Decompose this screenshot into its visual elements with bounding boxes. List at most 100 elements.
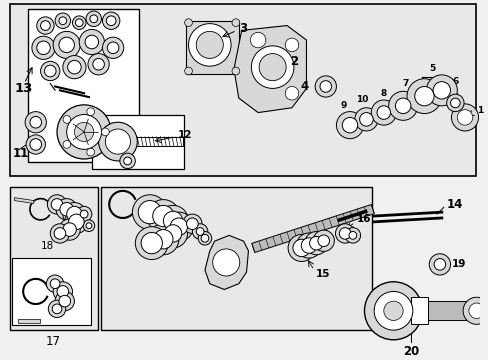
Circle shape <box>164 225 182 242</box>
Circle shape <box>388 91 417 120</box>
Text: 11: 11 <box>13 147 29 160</box>
Circle shape <box>359 113 372 126</box>
Circle shape <box>86 223 92 229</box>
Circle shape <box>57 285 68 297</box>
Circle shape <box>348 231 356 239</box>
Circle shape <box>68 214 84 230</box>
Polygon shape <box>251 204 373 252</box>
Circle shape <box>67 60 81 74</box>
Circle shape <box>63 116 71 123</box>
Text: 10: 10 <box>356 95 368 104</box>
Circle shape <box>342 117 357 133</box>
Circle shape <box>186 218 198 230</box>
Circle shape <box>62 223 76 236</box>
Text: 7: 7 <box>401 80 407 89</box>
Circle shape <box>432 82 449 99</box>
Circle shape <box>93 58 104 70</box>
Text: 17: 17 <box>45 335 61 348</box>
Circle shape <box>157 206 188 236</box>
Circle shape <box>44 65 56 77</box>
Circle shape <box>64 210 88 233</box>
Circle shape <box>456 110 472 125</box>
Circle shape <box>55 13 70 28</box>
Bar <box>92 116 183 168</box>
Circle shape <box>66 114 102 149</box>
Circle shape <box>37 17 54 34</box>
Circle shape <box>59 37 74 53</box>
Text: 1: 1 <box>476 106 482 115</box>
Circle shape <box>30 116 41 128</box>
Circle shape <box>163 211 183 230</box>
Circle shape <box>354 108 377 131</box>
Text: 15: 15 <box>316 269 330 279</box>
Circle shape <box>88 54 109 75</box>
Circle shape <box>336 112 363 139</box>
Text: 12: 12 <box>178 130 192 140</box>
Circle shape <box>83 220 95 231</box>
Circle shape <box>80 210 88 218</box>
Circle shape <box>146 199 180 233</box>
Circle shape <box>141 233 162 254</box>
Circle shape <box>450 104 478 131</box>
Circle shape <box>309 237 323 250</box>
Circle shape <box>428 254 449 275</box>
Circle shape <box>53 31 80 58</box>
Circle shape <box>192 224 207 239</box>
Circle shape <box>55 292 74 311</box>
Circle shape <box>315 76 336 97</box>
Circle shape <box>123 157 131 165</box>
Circle shape <box>57 105 111 159</box>
Circle shape <box>60 202 73 216</box>
Circle shape <box>376 106 390 120</box>
Circle shape <box>66 206 82 222</box>
Circle shape <box>251 46 293 89</box>
Text: 18: 18 <box>41 241 54 251</box>
Circle shape <box>296 233 321 258</box>
Circle shape <box>102 37 123 58</box>
Circle shape <box>26 135 45 154</box>
Circle shape <box>373 292 412 330</box>
Circle shape <box>335 224 354 243</box>
Circle shape <box>317 235 329 247</box>
Text: 20: 20 <box>402 345 418 357</box>
Circle shape <box>414 86 433 106</box>
Circle shape <box>50 279 60 289</box>
Circle shape <box>339 228 350 239</box>
Circle shape <box>449 98 459 108</box>
Circle shape <box>85 35 99 49</box>
Circle shape <box>86 11 102 27</box>
Circle shape <box>312 230 334 251</box>
Circle shape <box>59 17 66 24</box>
Circle shape <box>250 32 265 48</box>
Circle shape <box>147 224 179 255</box>
Circle shape <box>30 139 41 150</box>
Circle shape <box>196 228 203 235</box>
Circle shape <box>51 199 62 210</box>
Circle shape <box>41 61 60 81</box>
Circle shape <box>106 16 116 26</box>
Circle shape <box>79 30 104 55</box>
Circle shape <box>102 12 120 30</box>
Circle shape <box>59 295 70 307</box>
Circle shape <box>446 94 463 112</box>
Circle shape <box>184 19 192 27</box>
Circle shape <box>105 129 130 154</box>
Bar <box>10 4 475 176</box>
Text: 9: 9 <box>340 101 346 110</box>
Circle shape <box>433 258 445 270</box>
Bar <box>422 301 475 320</box>
Circle shape <box>183 214 202 233</box>
Circle shape <box>132 195 167 230</box>
Circle shape <box>462 297 488 324</box>
Circle shape <box>56 199 77 220</box>
Circle shape <box>86 148 94 156</box>
Circle shape <box>25 112 46 133</box>
Circle shape <box>259 54 285 81</box>
Text: 19: 19 <box>450 259 465 269</box>
Bar <box>185 21 238 74</box>
Circle shape <box>52 304 61 314</box>
Circle shape <box>50 224 69 243</box>
Text: 2: 2 <box>289 55 298 68</box>
Circle shape <box>63 140 71 148</box>
Polygon shape <box>204 235 248 289</box>
